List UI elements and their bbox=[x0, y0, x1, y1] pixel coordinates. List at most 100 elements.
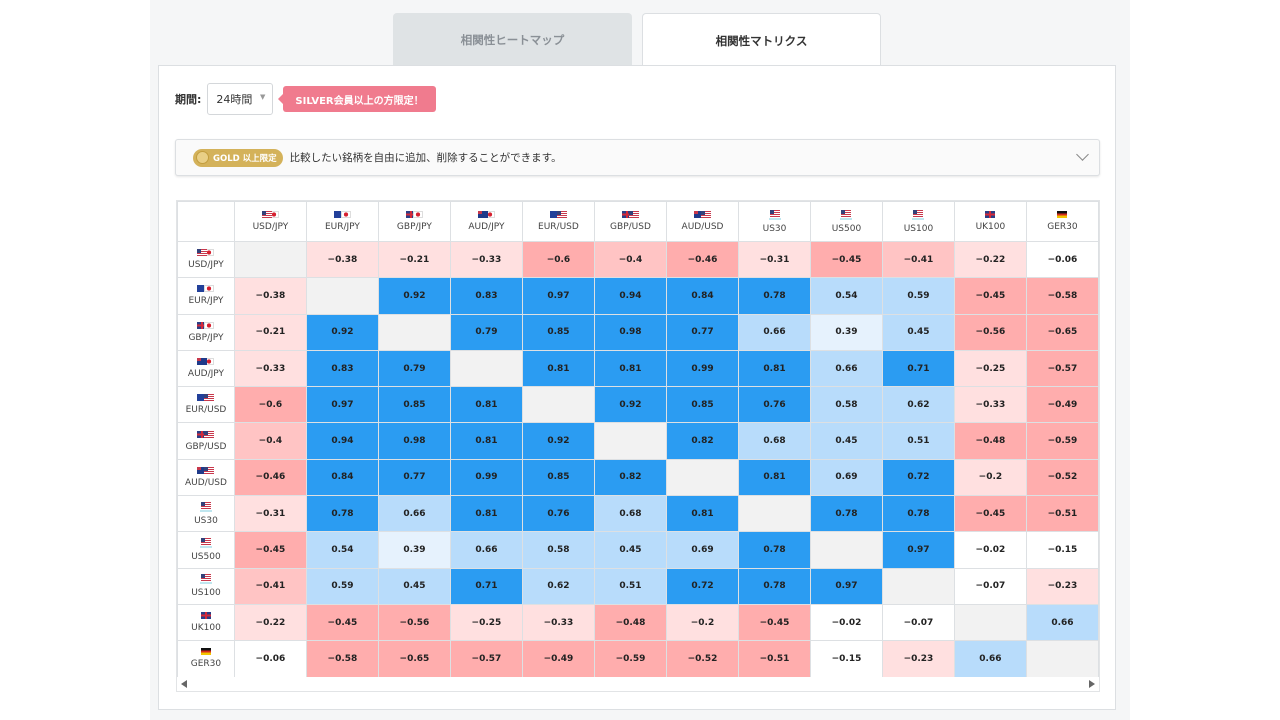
correlation-cell[interactable]: −0.38 bbox=[233, 277, 307, 315]
correlation-cell[interactable]: −0.59 bbox=[593, 640, 667, 678]
correlation-cell[interactable]: −0.06 bbox=[1025, 240, 1099, 279]
correlation-cell[interactable]: −0.23 bbox=[1025, 567, 1099, 605]
correlation-cell[interactable]: 0.66 bbox=[1025, 603, 1099, 642]
correlation-cell[interactable]: −0.45 bbox=[809, 240, 883, 279]
horizontal-scrollbar[interactable] bbox=[177, 677, 1099, 691]
correlation-cell[interactable]: −0.48 bbox=[953, 422, 1027, 460]
scroll-left-icon[interactable] bbox=[181, 680, 187, 688]
correlation-cell[interactable]: 0.45 bbox=[881, 313, 955, 351]
correlation-cell[interactable]: 0.77 bbox=[665, 313, 740, 351]
correlation-cell[interactable]: 0.97 bbox=[809, 567, 883, 605]
correlation-cell[interactable]: −0.07 bbox=[881, 603, 955, 642]
correlation-cell[interactable]: 0.81 bbox=[449, 422, 523, 460]
correlation-cell[interactable]: 0.81 bbox=[521, 349, 595, 388]
correlation-cell[interactable]: −0.33 bbox=[233, 349, 307, 388]
correlation-cell[interactable]: 0.58 bbox=[521, 531, 595, 569]
correlation-cell[interactable]: 0.78 bbox=[809, 495, 883, 533]
correlation-cell[interactable]: 0.85 bbox=[521, 458, 595, 497]
correlation-cell[interactable]: 0.68 bbox=[593, 495, 667, 533]
correlation-cell[interactable]: 0.92 bbox=[593, 386, 667, 424]
correlation-cell[interactable]: 0.82 bbox=[593, 458, 667, 497]
correlation-cell[interactable]: 0.84 bbox=[305, 458, 379, 497]
correlation-cell[interactable]: −0.45 bbox=[738, 603, 811, 642]
period-select[interactable]: 24時間 ▼ bbox=[207, 83, 274, 115]
correlation-cell[interactable]: −0.52 bbox=[665, 640, 740, 678]
correlation-cell[interactable]: −0.02 bbox=[809, 603, 883, 642]
correlation-cell[interactable]: −0.58 bbox=[305, 640, 379, 678]
correlation-cell[interactable]: 0.71 bbox=[449, 567, 523, 605]
correlation-cell[interactable]: −0.46 bbox=[665, 240, 740, 279]
correlation-cell[interactable]: 0.39 bbox=[809, 313, 883, 351]
correlation-cell[interactable]: 0.58 bbox=[809, 386, 883, 424]
correlation-cell[interactable]: −0.46 bbox=[233, 458, 307, 497]
correlation-cell[interactable]: −0.33 bbox=[953, 386, 1027, 424]
correlation-cell[interactable]: 0.83 bbox=[449, 277, 523, 315]
correlation-cell[interactable]: 0.66 bbox=[809, 349, 883, 388]
correlation-cell[interactable]: 0.54 bbox=[305, 531, 379, 569]
correlation-cell[interactable]: 0.45 bbox=[809, 422, 883, 460]
correlation-cell[interactable]: 0.39 bbox=[377, 531, 451, 569]
gold-feature-bar[interactable]: GOLD 以上限定 比較したい銘柄を自由に追加、削除することができます。 bbox=[175, 139, 1100, 176]
correlation-cell[interactable]: −0.38 bbox=[305, 240, 379, 279]
correlation-cell[interactable]: −0.15 bbox=[809, 640, 883, 678]
correlation-cell[interactable]: 0.99 bbox=[449, 458, 523, 497]
correlation-cell[interactable]: −0.21 bbox=[377, 240, 451, 279]
correlation-cell[interactable]: −0.4 bbox=[593, 240, 667, 279]
correlation-cell[interactable]: −0.31 bbox=[738, 240, 811, 279]
correlation-cell[interactable]: 0.72 bbox=[881, 458, 955, 497]
correlation-cell[interactable]: 0.85 bbox=[521, 313, 595, 351]
correlation-cell[interactable]: 0.81 bbox=[738, 349, 811, 388]
correlation-cell[interactable]: −0.23 bbox=[881, 640, 955, 678]
correlation-cell[interactable]: −0.58 bbox=[1025, 277, 1099, 315]
correlation-cell[interactable]: 0.68 bbox=[738, 422, 811, 460]
correlation-cell[interactable]: −0.22 bbox=[233, 603, 307, 642]
correlation-cell[interactable]: −0.33 bbox=[449, 240, 523, 279]
correlation-cell[interactable]: 0.92 bbox=[305, 313, 379, 351]
correlation-cell[interactable]: 0.94 bbox=[305, 422, 379, 460]
correlation-cell[interactable]: 0.92 bbox=[377, 277, 451, 315]
correlation-cell[interactable]: −0.49 bbox=[1025, 386, 1099, 424]
correlation-cell[interactable]: −0.06 bbox=[233, 640, 307, 678]
correlation-cell[interactable]: −0.6 bbox=[233, 386, 307, 424]
correlation-cell[interactable]: −0.49 bbox=[521, 640, 595, 678]
correlation-cell[interactable]: −0.41 bbox=[233, 567, 307, 605]
correlation-cell[interactable]: 0.54 bbox=[809, 277, 883, 315]
chevron-down-icon[interactable] bbox=[1076, 148, 1089, 161]
correlation-cell[interactable]: 0.76 bbox=[738, 386, 811, 424]
correlation-cell[interactable]: 0.78 bbox=[305, 495, 379, 533]
correlation-cell[interactable]: 0.98 bbox=[593, 313, 667, 351]
correlation-cell[interactable]: 0.81 bbox=[449, 386, 523, 424]
correlation-cell[interactable]: 0.66 bbox=[449, 531, 523, 569]
correlation-cell[interactable]: 0.85 bbox=[665, 386, 740, 424]
correlation-cell[interactable]: −0.21 bbox=[233, 313, 307, 351]
correlation-cell[interactable]: −0.25 bbox=[449, 603, 523, 642]
correlation-cell[interactable]: 0.77 bbox=[377, 458, 451, 497]
correlation-cell[interactable]: −0.57 bbox=[449, 640, 523, 678]
tab-matrix[interactable]: 相関性マトリクス bbox=[642, 13, 881, 67]
correlation-cell[interactable]: 0.59 bbox=[881, 277, 955, 315]
correlation-cell[interactable]: −0.07 bbox=[953, 567, 1027, 605]
correlation-cell[interactable]: 0.83 bbox=[305, 349, 379, 388]
correlation-cell[interactable]: 0.59 bbox=[305, 567, 379, 605]
correlation-cell[interactable]: 0.69 bbox=[809, 458, 883, 497]
correlation-cell[interactable]: −0.02 bbox=[953, 531, 1027, 569]
correlation-cell[interactable]: 0.81 bbox=[593, 349, 667, 388]
correlation-cell[interactable]: −0.57 bbox=[1025, 349, 1099, 388]
correlation-cell[interactable]: −0.6 bbox=[521, 240, 595, 279]
correlation-cell[interactable]: 0.72 bbox=[665, 567, 740, 605]
correlation-cell[interactable]: 0.78 bbox=[738, 567, 811, 605]
correlation-cell[interactable]: −0.51 bbox=[738, 640, 811, 678]
correlation-cell[interactable]: 0.69 bbox=[665, 531, 740, 569]
correlation-cell[interactable]: 0.66 bbox=[377, 495, 451, 533]
correlation-cell[interactable]: 0.92 bbox=[521, 422, 595, 460]
correlation-cell[interactable]: 0.45 bbox=[377, 567, 451, 605]
correlation-cell[interactable]: −0.45 bbox=[953, 495, 1027, 533]
correlation-cell[interactable]: 0.78 bbox=[881, 495, 955, 533]
correlation-cell[interactable]: −0.65 bbox=[1025, 313, 1099, 351]
correlation-cell[interactable]: 0.85 bbox=[377, 386, 451, 424]
correlation-cell[interactable]: 0.81 bbox=[738, 458, 811, 497]
correlation-cell[interactable]: 0.51 bbox=[593, 567, 667, 605]
correlation-cell[interactable]: 0.98 bbox=[377, 422, 451, 460]
correlation-cell[interactable]: −0.59 bbox=[1025, 422, 1099, 460]
correlation-cell[interactable]: −0.22 bbox=[953, 240, 1027, 279]
